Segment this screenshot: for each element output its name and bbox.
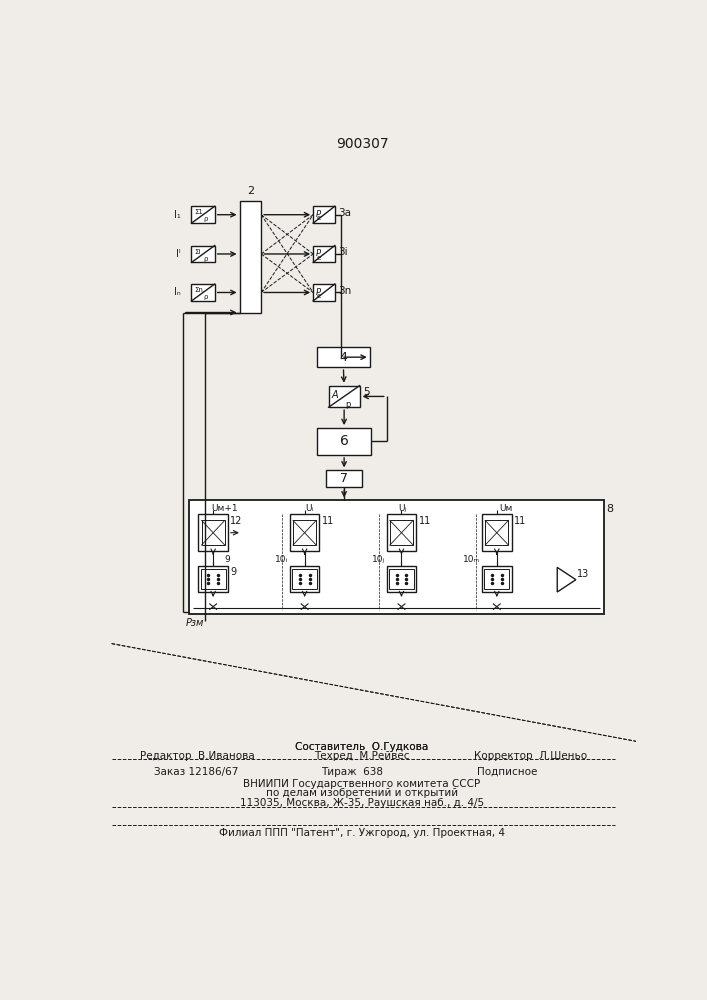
Text: Uⱼ: Uⱼ xyxy=(398,504,407,513)
Text: 10ᵢ: 10ᵢ xyxy=(275,555,288,564)
Text: 8: 8 xyxy=(606,504,613,514)
Bar xyxy=(313,284,335,301)
Text: 4: 4 xyxy=(339,351,347,364)
Text: по делам изобретений и открытий: по делам изобретений и открытий xyxy=(266,788,458,798)
Text: 2: 2 xyxy=(247,186,254,196)
Text: Iᴵ: Iᴵ xyxy=(176,249,180,259)
Bar xyxy=(485,520,508,545)
Text: 11: 11 xyxy=(514,516,526,526)
Text: 900307: 900307 xyxy=(336,137,388,151)
Bar xyxy=(313,246,335,262)
Bar xyxy=(292,569,317,589)
Text: 13: 13 xyxy=(578,569,590,579)
Text: Uᵢ: Uᵢ xyxy=(305,504,313,513)
Bar xyxy=(387,514,416,551)
Bar xyxy=(199,566,228,592)
Text: Заказ 12186/67: Заказ 12186/67 xyxy=(154,767,239,777)
Bar xyxy=(199,514,228,551)
Text: Σi: Σi xyxy=(194,249,201,255)
Text: Тираж  638: Тираж 638 xyxy=(321,767,383,777)
Text: 9: 9 xyxy=(230,567,236,577)
Text: 3n: 3n xyxy=(338,286,351,296)
Bar xyxy=(201,569,226,589)
Text: 6: 6 xyxy=(339,434,349,448)
Text: 3i: 3i xyxy=(338,247,348,257)
Bar xyxy=(192,284,215,301)
Text: Составитель  О.Гудкова: Составитель О.Гудкова xyxy=(296,742,428,752)
Text: 3a: 3a xyxy=(338,208,351,218)
Text: 11: 11 xyxy=(322,516,334,526)
Text: Составитель  О.Гудкова: Составитель О.Гудкова xyxy=(296,742,428,752)
Bar xyxy=(484,569,509,589)
Bar xyxy=(189,500,604,614)
Text: Uм: Uм xyxy=(499,504,513,513)
Text: ρ: ρ xyxy=(203,256,207,262)
Bar xyxy=(389,569,414,589)
Bar xyxy=(290,514,320,551)
Text: Техред  М.Рейвес: Техред М.Рейвес xyxy=(314,751,409,761)
Bar xyxy=(482,566,512,592)
Text: Σ1: Σ1 xyxy=(194,209,204,215)
Text: Филиал ППП "Патент", г. Ужгород, ул. Проектная, 4: Филиал ППП "Патент", г. Ужгород, ул. Про… xyxy=(219,828,505,838)
Text: P: P xyxy=(316,210,321,219)
Bar xyxy=(240,201,261,312)
Text: Редактор  В.Иванова: Редактор В.Иванова xyxy=(139,751,255,761)
Text: Iₙ: Iₙ xyxy=(174,287,180,297)
Text: 12: 12 xyxy=(230,516,243,526)
Text: Корректор  Л.Шеньо: Корректор Л.Шеньо xyxy=(474,751,587,761)
Text: 5: 5 xyxy=(363,387,369,397)
Bar xyxy=(317,347,370,367)
Text: 10ₘ: 10ₘ xyxy=(463,555,481,564)
Bar xyxy=(201,520,225,545)
Text: 9: 9 xyxy=(224,555,230,564)
Text: p: p xyxy=(346,400,351,409)
Polygon shape xyxy=(557,567,575,592)
Text: Uм+1: Uм+1 xyxy=(211,504,238,513)
Bar xyxy=(329,386,360,407)
Text: ВНИИПИ Государственного комитета СССР: ВНИИПИ Государственного комитета СССР xyxy=(243,779,481,789)
Text: I₁: I₁ xyxy=(174,210,180,220)
Text: ρ: ρ xyxy=(203,294,207,300)
Bar xyxy=(290,566,320,592)
Bar xyxy=(390,520,413,545)
Text: e: e xyxy=(316,255,320,261)
Text: 7: 7 xyxy=(340,472,348,485)
Text: Σn: Σn xyxy=(194,287,204,293)
Text: Подписное: Подписное xyxy=(477,767,537,777)
Bar xyxy=(192,246,215,262)
Bar xyxy=(317,428,371,455)
Text: ρ: ρ xyxy=(203,216,207,222)
Text: Рзм: Рзм xyxy=(185,618,204,628)
Text: 11: 11 xyxy=(419,516,431,526)
Text: 10ⱼ: 10ⱼ xyxy=(372,555,385,564)
Bar xyxy=(313,206,335,223)
Bar xyxy=(293,520,316,545)
Text: A: A xyxy=(332,390,339,400)
Bar xyxy=(192,206,215,223)
Text: P: P xyxy=(316,249,321,258)
Text: P: P xyxy=(316,288,321,297)
Bar xyxy=(327,470,362,487)
Bar xyxy=(482,514,512,551)
Bar xyxy=(387,566,416,592)
Text: 113035, Москва, Ж-35, Раушская наб., д. 4/5: 113035, Москва, Ж-35, Раушская наб., д. … xyxy=(240,798,484,808)
Text: e: e xyxy=(316,215,320,221)
Text: e: e xyxy=(316,293,320,299)
